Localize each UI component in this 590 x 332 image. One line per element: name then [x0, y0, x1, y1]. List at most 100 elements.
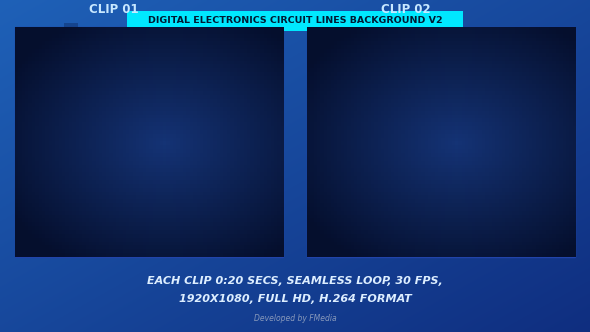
Circle shape — [161, 137, 180, 147]
Bar — [384, 73, 392, 84]
Bar — [336, 118, 349, 130]
Bar — [55, 129, 63, 136]
Text: DIGITAL ELECTRONICS CIRCUIT LINES BACKGROUND V2: DIGITAL ELECTRONICS CIRCUIT LINES BACKGR… — [148, 16, 442, 25]
Bar — [315, 21, 326, 29]
Circle shape — [453, 137, 472, 147]
Bar — [15, 27, 283, 257]
Bar — [78, 29, 88, 36]
Bar — [330, 87, 336, 99]
Bar — [21, 162, 35, 172]
Text: 1920X1080, FULL HD, H.264 FORMAT: 1920X1080, FULL HD, H.264 FORMAT — [179, 294, 411, 304]
Bar — [54, 43, 63, 47]
Circle shape — [95, 100, 245, 184]
Circle shape — [388, 100, 537, 184]
Bar — [312, 130, 321, 135]
Bar — [64, 23, 78, 31]
Bar — [386, 134, 395, 141]
Bar — [91, 119, 104, 124]
Text: Developed by FMedia: Developed by FMedia — [254, 313, 336, 323]
Circle shape — [152, 131, 189, 152]
Bar — [347, 103, 362, 115]
Bar — [322, 168, 327, 173]
Bar — [61, 54, 74, 66]
Circle shape — [430, 124, 495, 160]
Circle shape — [166, 140, 175, 144]
Bar — [70, 40, 79, 52]
Bar — [72, 51, 77, 60]
Bar — [312, 115, 319, 126]
Text: CLIP 02: CLIP 02 — [381, 3, 431, 17]
Circle shape — [444, 131, 481, 152]
Bar — [369, 131, 383, 142]
Bar — [358, 64, 366, 77]
Bar — [314, 81, 329, 87]
Bar — [24, 120, 30, 131]
Bar — [329, 105, 335, 114]
Bar — [326, 116, 334, 128]
Bar — [66, 135, 73, 143]
Bar — [319, 118, 326, 127]
Bar — [28, 31, 35, 42]
Bar — [363, 82, 373, 89]
Bar — [44, 30, 55, 36]
Bar — [383, 163, 394, 171]
Bar — [322, 86, 331, 98]
Bar — [37, 37, 42, 48]
Bar — [50, 38, 65, 50]
Bar — [34, 105, 40, 116]
Bar — [375, 146, 384, 158]
Bar — [324, 104, 336, 116]
Bar — [78, 98, 83, 102]
Bar — [369, 153, 381, 160]
Circle shape — [122, 115, 219, 169]
Bar — [26, 138, 34, 148]
Bar — [35, 48, 45, 53]
Bar — [42, 156, 51, 164]
Bar — [53, 90, 60, 96]
Bar — [66, 159, 73, 170]
Bar — [331, 165, 336, 176]
Bar — [333, 164, 343, 174]
Bar — [27, 138, 41, 148]
Circle shape — [138, 124, 203, 160]
Bar — [372, 161, 381, 171]
Text: EACH CLIP 0:20 SECS, SEAMLESS LOOP, 30 FPS,: EACH CLIP 0:20 SECS, SEAMLESS LOOP, 30 F… — [147, 276, 443, 286]
Bar — [55, 106, 62, 115]
Bar — [329, 50, 337, 57]
Bar — [88, 164, 96, 169]
Bar — [35, 72, 44, 80]
Bar — [333, 83, 339, 95]
Bar — [385, 78, 397, 87]
Bar — [330, 67, 343, 75]
Bar — [83, 49, 92, 59]
Bar — [362, 68, 373, 79]
Bar — [27, 92, 33, 102]
Circle shape — [458, 140, 467, 144]
Bar — [350, 117, 365, 125]
Bar — [331, 156, 345, 165]
Bar — [322, 39, 333, 50]
Bar — [24, 46, 37, 54]
Bar — [363, 118, 371, 128]
Bar — [26, 28, 36, 34]
Bar — [127, 11, 463, 31]
Bar — [350, 44, 364, 55]
Bar — [307, 27, 575, 257]
Bar — [91, 149, 105, 154]
Bar — [37, 175, 44, 186]
Circle shape — [414, 115, 511, 169]
Bar — [83, 157, 96, 166]
Bar — [47, 132, 61, 140]
Text: CLIP 01: CLIP 01 — [89, 3, 139, 17]
Bar — [82, 124, 92, 133]
Bar — [57, 127, 64, 136]
Bar — [369, 119, 376, 127]
Bar — [374, 108, 384, 119]
Bar — [26, 30, 33, 42]
Bar — [78, 108, 93, 119]
Bar — [30, 138, 40, 150]
Bar — [37, 104, 48, 114]
Bar — [319, 105, 326, 113]
Bar — [382, 50, 395, 61]
Bar — [327, 146, 342, 151]
